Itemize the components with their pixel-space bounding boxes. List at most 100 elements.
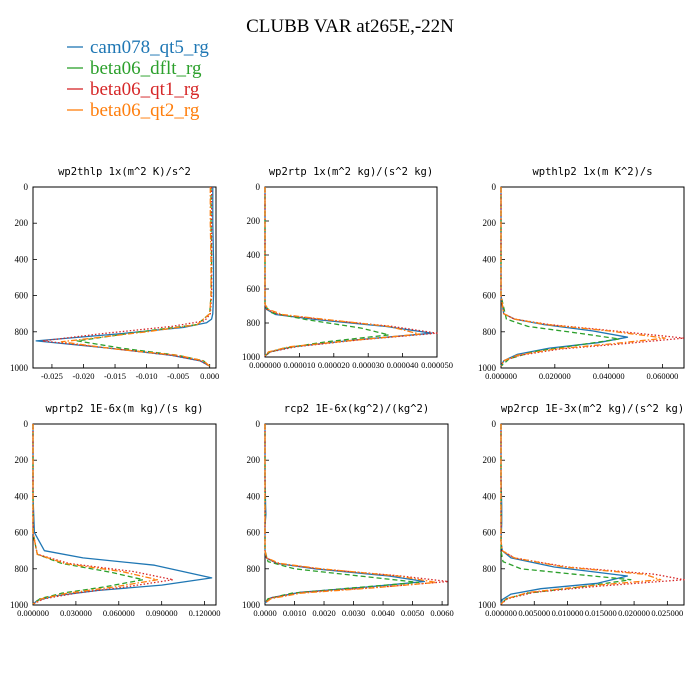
x-tick-label: 0.000 [200,371,219,381]
panel-5: wp2rcp 1E-3x(m^2 kg)/(s^2 kg) 0 200 400 600 8… [478,403,685,618]
series-line-cam078_qt5_rg [35,187,215,367]
x-tick-label: 0.000000 [17,608,49,618]
x-tick-label: 0.000050 [421,360,453,370]
x-tick-label: 0.010000 [552,608,584,618]
x-tick-label: 0.0000 [253,608,276,618]
x-tick-label: 0.0060 [430,608,453,618]
series-line-beta06_qt2_rg [264,187,421,357]
panel-4: rcp2 1E-6x(kg^2)/(kg^2) 0 200 400 600 800 1000… [242,403,454,618]
legend-entry-3: beta06_qt2_rg [90,100,200,121]
y-tick-label: 400 [483,254,497,264]
series-line-beta06_dflt_rg [264,424,420,604]
panel-frame-3 [32,423,217,606]
x-tick-label: 0.005000 [518,608,550,618]
panel-3: wprtp2 1E-6x(m kg)/(s kg) 0 200 400 600 800 10… [10,403,221,618]
y-tick-label: 1000 [478,363,497,373]
legend-entry-1: beta06_dflt_rg [90,58,202,79]
x-tick-label: 0.000000 [485,608,517,618]
series-line-beta06_qt2_rg [500,187,666,367]
x-tick-label: -0.015 [104,371,126,381]
y-tick-label: 0 [256,182,261,192]
x-tick-label: 0.020000 [618,608,650,618]
series-line-beta06_qt1_rg [32,424,174,605]
y-tick-label: 0 [256,419,261,429]
legend-entry-2: beta06_qt1_rg [90,79,200,100]
y-tick-label: 800 [15,327,29,337]
x-tick-label: 0.120000 [189,608,221,618]
y-tick-label: 800 [483,564,497,574]
series-line-beta06_dflt_rg [264,187,390,357]
x-tick-label: 0.000020 [318,360,350,370]
series-line-beta06_qt1_rg [41,187,213,367]
panel-title-5: wp2rcp 1E-3x(m^2 kg)/(s^2 kg) [501,403,684,415]
x-tick-label: 0.0020 [312,608,335,618]
x-tick-label: -0.020 [72,371,94,381]
panel-0: wp2thlp 1x(m^2 K)/s^2 0 200 400 600 800 1000 -0… [10,166,219,381]
panel-title-2: wpthlp2 1x(m K^2)/s [532,166,652,178]
y-tick-label: 200 [483,455,497,465]
panel-2: wpthlp2 1x(m K^2)/s 0 200 400 600 800 10000.00… [478,166,685,381]
series-line-beta06_qt2_rg [60,187,212,367]
panel-title-3: wprtp2 1E-6x(m kg)/(s kg) [45,403,203,415]
series-line-beta06_qt2_rg [32,424,159,605]
x-tick-label: 0.020000 [539,371,571,381]
y-tick-label: 0 [24,182,29,192]
x-tick-label: 0.040000 [593,371,625,381]
y-tick-label: 800 [483,327,497,337]
figure-title: CLUBB VAR at265E,-22N [246,16,454,37]
y-tick-label: 800 [247,564,261,574]
series-line-cam078_qt5_rg [500,187,629,367]
y-tick-label: 600 [15,291,29,301]
y-tick-label: 0 [492,419,497,429]
y-tick-label: 600 [15,528,29,538]
legend: cam078_qt5_rgbeta06_dflt_rgbeta06_qt1_rg… [67,37,209,121]
series-line-beta06_qt1_rg [264,424,449,604]
y-tick-label: 400 [15,254,29,264]
y-tick-label: 1000 [242,352,261,362]
series-line-cam078_qt5_rg [264,187,433,357]
series-line-cam078_qt5_rg [32,424,213,605]
x-tick-label: 0.000010 [283,360,315,370]
x-tick-label: 0.0040 [371,608,394,618]
y-tick-label: 800 [15,564,29,574]
x-tick-label: 0.090000 [146,608,178,618]
series-line-beta06_qt2_rg [264,424,437,604]
panel-frame-4 [264,423,449,606]
y-tick-label: 1000 [242,600,261,610]
legend-entry-0: cam078_qt5_rg [90,37,209,58]
panel-frame-0 [32,186,217,369]
y-tick-label: 400 [15,491,29,501]
y-tick-label: 400 [483,491,497,501]
x-tick-label: 0.015000 [585,608,617,618]
x-tick-label: 0.000030 [352,360,384,370]
x-tick-label: -0.005 [167,371,189,381]
y-tick-label: 200 [483,218,497,228]
y-tick-label: 600 [247,528,261,538]
y-tick-label: 0 [24,419,29,429]
y-tick-label: 1000 [478,600,497,610]
y-tick-label: 200 [15,218,29,228]
series-line-beta06_dflt_rg [500,187,621,367]
x-tick-label: 0.0050 [401,608,424,618]
series-line-beta06_dflt_rg [76,187,213,367]
series-line-beta06_qt1_rg [500,424,685,605]
y-tick-label: 600 [483,291,497,301]
x-tick-label: 0.025000 [651,608,683,618]
x-tick-label: 0.060000 [103,608,135,618]
x-tick-label: -0.010 [136,371,158,381]
series-line-beta06_dflt_rg [500,424,632,605]
y-tick-label: 200 [247,455,261,465]
x-tick-label: 0.000040 [387,360,419,370]
x-tick-label: 0.030000 [60,608,92,618]
x-tick-label: 0.000000 [249,360,281,370]
y-tick-label: 200 [15,455,29,465]
x-tick-label: 0.0030 [342,608,365,618]
y-tick-label: 400 [247,250,261,260]
y-tick-label: 0 [492,182,497,192]
series-line-beta06_dflt_rg [32,424,144,605]
panel-title-0: wp2thlp 1x(m^2 K)/s^2 [58,166,191,178]
x-tick-label: 0.060000 [647,371,679,381]
y-tick-label: 600 [247,284,261,294]
series-line-beta06_qt2_rg [500,424,662,605]
